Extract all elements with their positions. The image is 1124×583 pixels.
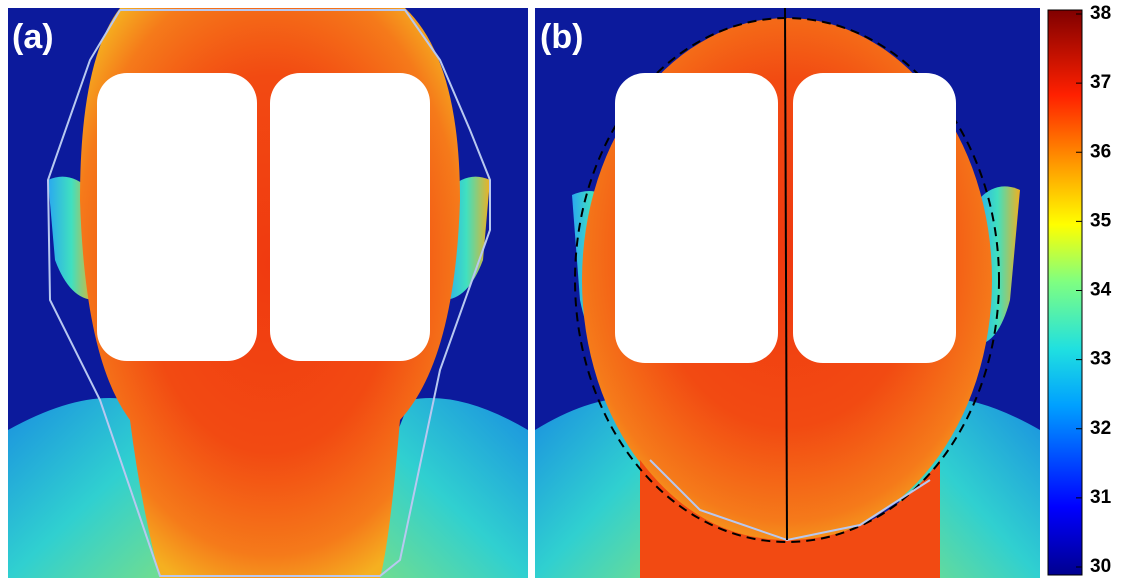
tick-label: 35	[1090, 210, 1112, 231]
tick-label: 31	[1090, 487, 1112, 508]
colorbar-scale	[1047, 9, 1083, 576]
panel-a: (a)	[8, 8, 528, 578]
tick-label: 33	[1090, 349, 1111, 370]
tick-label: 32	[1090, 418, 1111, 439]
tick-label: 34	[1090, 280, 1112, 301]
panel-b: (b)	[535, 8, 1040, 578]
tick-label: 36	[1090, 141, 1111, 162]
tick-label: 38	[1090, 3, 1111, 24]
panel-label: (b)	[540, 18, 583, 56]
colorbar: 30 31 32 33 34 35 36 37 38	[1047, 3, 1112, 577]
tick-label: 30	[1090, 556, 1111, 577]
tick-label: 37	[1090, 72, 1111, 93]
panel-label: (a)	[12, 18, 54, 56]
